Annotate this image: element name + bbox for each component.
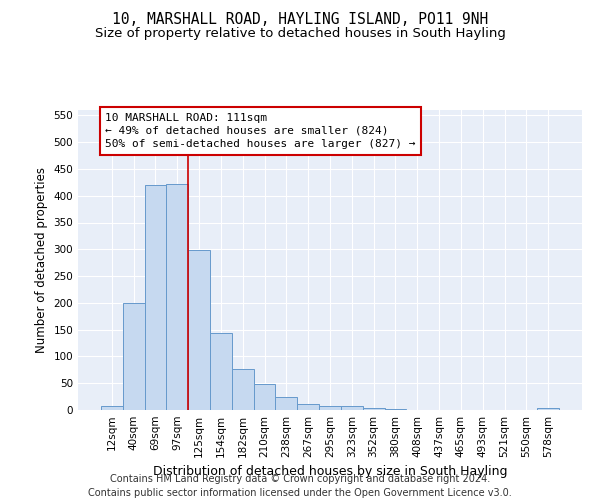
Bar [232,369,254,410]
Y-axis label: Number of detached properties: Number of detached properties [35,167,48,353]
Bar [188,250,210,410]
Bar [319,406,341,410]
Bar [275,397,297,410]
Bar [123,303,145,410]
Text: Size of property relative to detached houses in South Hayling: Size of property relative to detached ho… [95,28,505,40]
Bar [254,384,275,410]
Text: 10 MARSHALL ROAD: 111sqm
← 49% of detached houses are smaller (824)
50% of semi-: 10 MARSHALL ROAD: 111sqm ← 49% of detach… [105,112,416,149]
Bar [101,406,123,410]
Bar [210,334,232,410]
X-axis label: Distribution of detached houses by size in South Hayling: Distribution of detached houses by size … [153,466,507,478]
Bar [145,185,166,410]
Text: 10, MARSHALL ROAD, HAYLING ISLAND, PO11 9NH: 10, MARSHALL ROAD, HAYLING ISLAND, PO11 … [112,12,488,28]
Bar [297,404,319,410]
Bar [537,408,559,410]
Text: Contains HM Land Registry data © Crown copyright and database right 2024.
Contai: Contains HM Land Registry data © Crown c… [88,474,512,498]
Bar [341,406,363,410]
Bar [166,184,188,410]
Bar [363,408,385,410]
